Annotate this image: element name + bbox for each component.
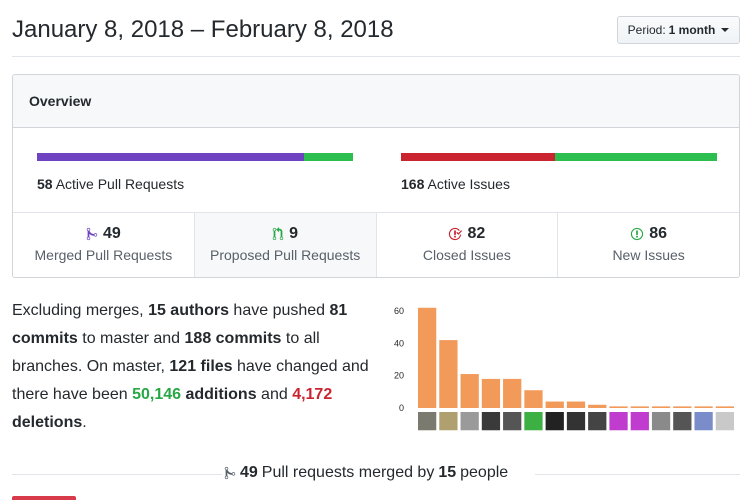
- chart-bar[interactable]: [524, 390, 543, 408]
- chart-bar[interactable]: [503, 378, 522, 408]
- additions-label: additions: [185, 386, 257, 403]
- y-tick-label: 20: [394, 371, 404, 381]
- chart-bar[interactable]: [715, 406, 734, 408]
- summary-text: have pushed: [228, 302, 330, 319]
- closed-label: Closed Issues: [422, 247, 511, 263]
- merged-pr-count: 49: [240, 464, 258, 481]
- chart-bar[interactable]: [609, 406, 628, 408]
- closed-issues-stat[interactable]: 82 Closed Issues: [377, 213, 559, 277]
- contributors-bar-chart: 0 20 40 60: [394, 306, 734, 431]
- footer-text: Pull requests merged by: [261, 464, 435, 481]
- divider: [535, 474, 740, 475]
- files-count: 121 files: [169, 358, 233, 375]
- chart-bar[interactable]: [630, 406, 649, 408]
- overview-stats: 49 Merged Pull Requests 9 Proposed Pull …: [13, 213, 739, 277]
- summary-text: to all branches. On master,: [12, 330, 320, 375]
- active-issues-label: Active Issues: [427, 176, 510, 192]
- avatar[interactable]: [545, 412, 564, 431]
- active-pull-requests-link[interactable]: 58 Active Pull Requests: [37, 176, 184, 192]
- caret-down-icon: [721, 28, 730, 32]
- issue-opened-icon: [630, 227, 644, 241]
- active-pr-count: 58: [37, 176, 53, 192]
- merged-label: Merged Pull Requests: [34, 247, 173, 263]
- avatar[interactable]: [524, 412, 543, 431]
- proposed-pull-requests-stat[interactable]: 9 Proposed Pull Requests: [194, 213, 377, 277]
- avatar[interactable]: [418, 412, 437, 431]
- summary-text: .: [82, 414, 87, 431]
- chart-bar[interactable]: [673, 406, 692, 408]
- master-commits-count: 81 commits: [12, 302, 348, 347]
- avatar[interactable]: [630, 412, 649, 431]
- avatar[interactable]: [715, 412, 734, 431]
- merged-pr-summary: 49 Pull requests merged by 15 people: [224, 464, 508, 482]
- chart-bar[interactable]: [566, 401, 586, 408]
- new-label: New Issues: [612, 247, 685, 263]
- chart-bar[interactable]: [651, 406, 671, 408]
- avatar[interactable]: [566, 412, 586, 431]
- avatar[interactable]: [481, 412, 501, 431]
- avatar[interactable]: [673, 412, 692, 431]
- chart-bar[interactable]: [439, 340, 458, 408]
- merged-bar-segment: [37, 153, 305, 161]
- avatar[interactable]: [694, 412, 713, 431]
- y-tick-label: 40: [394, 338, 404, 348]
- merged-count: 49: [102, 225, 121, 242]
- deletions-count: 4,172: [292, 386, 333, 403]
- avatar[interactable]: [609, 412, 628, 431]
- new-bar-segment: [555, 153, 717, 161]
- pull-request-icon: [272, 227, 284, 241]
- period-label: Period:: [627, 23, 666, 37]
- new-count: 86: [649, 225, 668, 242]
- divider: [12, 56, 740, 57]
- footer-text: people: [460, 464, 509, 481]
- closed-bar-segment: [401, 153, 556, 161]
- active-issues-link[interactable]: 168 Active Issues: [401, 176, 510, 192]
- closed-count: 82: [467, 225, 486, 242]
- summary-text: to master and: [77, 330, 185, 347]
- issue-closed-icon: [448, 227, 463, 241]
- chart-bar[interactable]: [588, 404, 607, 408]
- overview-title: Overview: [13, 75, 739, 128]
- all-commits-count: 188 commits: [184, 330, 282, 347]
- avatar[interactable]: [439, 412, 458, 431]
- proposed-label: Proposed Pull Requests: [210, 247, 361, 263]
- avatar[interactable]: [503, 412, 522, 431]
- chart-bar[interactable]: [481, 378, 501, 408]
- active-pr-label: Active Pull Requests: [55, 176, 185, 192]
- chart-bar[interactable]: [694, 406, 713, 408]
- proposed-count: 9: [289, 225, 299, 242]
- chart-bar[interactable]: [545, 401, 564, 408]
- chart-bar[interactable]: [460, 374, 479, 408]
- page-title: January 8, 2018 – February 8, 2018: [12, 16, 394, 43]
- avatar[interactable]: [588, 412, 607, 431]
- period-value: 1 month: [668, 23, 716, 37]
- overview-panel: Overview 58 Active Pull Requests 168 Act…: [12, 74, 740, 278]
- section-marker: [12, 496, 76, 500]
- y-tick-label: 60: [394, 306, 404, 316]
- period-dropdown-button[interactable]: Period: 1 month: [617, 16, 740, 44]
- summary-text: and: [256, 386, 293, 403]
- merge-icon: [224, 466, 236, 480]
- merge-icon: [86, 227, 98, 241]
- overview-bars: 58 Active Pull Requests 168 Active Issue…: [13, 128, 739, 213]
- active-issues-count: 168: [401, 176, 425, 192]
- new-issues-stat[interactable]: 86 New Issues: [558, 213, 739, 277]
- summary-text: Excluding merges,: [12, 302, 149, 319]
- chart-bar[interactable]: [418, 307, 437, 408]
- summary-text: have changed and there have been: [12, 358, 369, 403]
- issues-bar[interactable]: [401, 153, 717, 161]
- divider: [12, 474, 222, 475]
- merged-pull-requests-stat[interactable]: 49 Merged Pull Requests: [13, 213, 195, 277]
- people-count: 15: [438, 464, 457, 481]
- additions-count: 50,146: [132, 386, 182, 403]
- deletions-label: deletions: [12, 414, 83, 431]
- commit-summary: Excluding merges, 15 authors have pushed…: [12, 297, 382, 437]
- authors-count: 15 authors: [148, 302, 229, 319]
- pull-requests-bar[interactable]: [37, 153, 353, 161]
- avatar[interactable]: [651, 412, 671, 431]
- open-bar-segment: [304, 153, 353, 161]
- y-tick-label: 0: [399, 403, 404, 413]
- avatar[interactable]: [460, 412, 479, 431]
